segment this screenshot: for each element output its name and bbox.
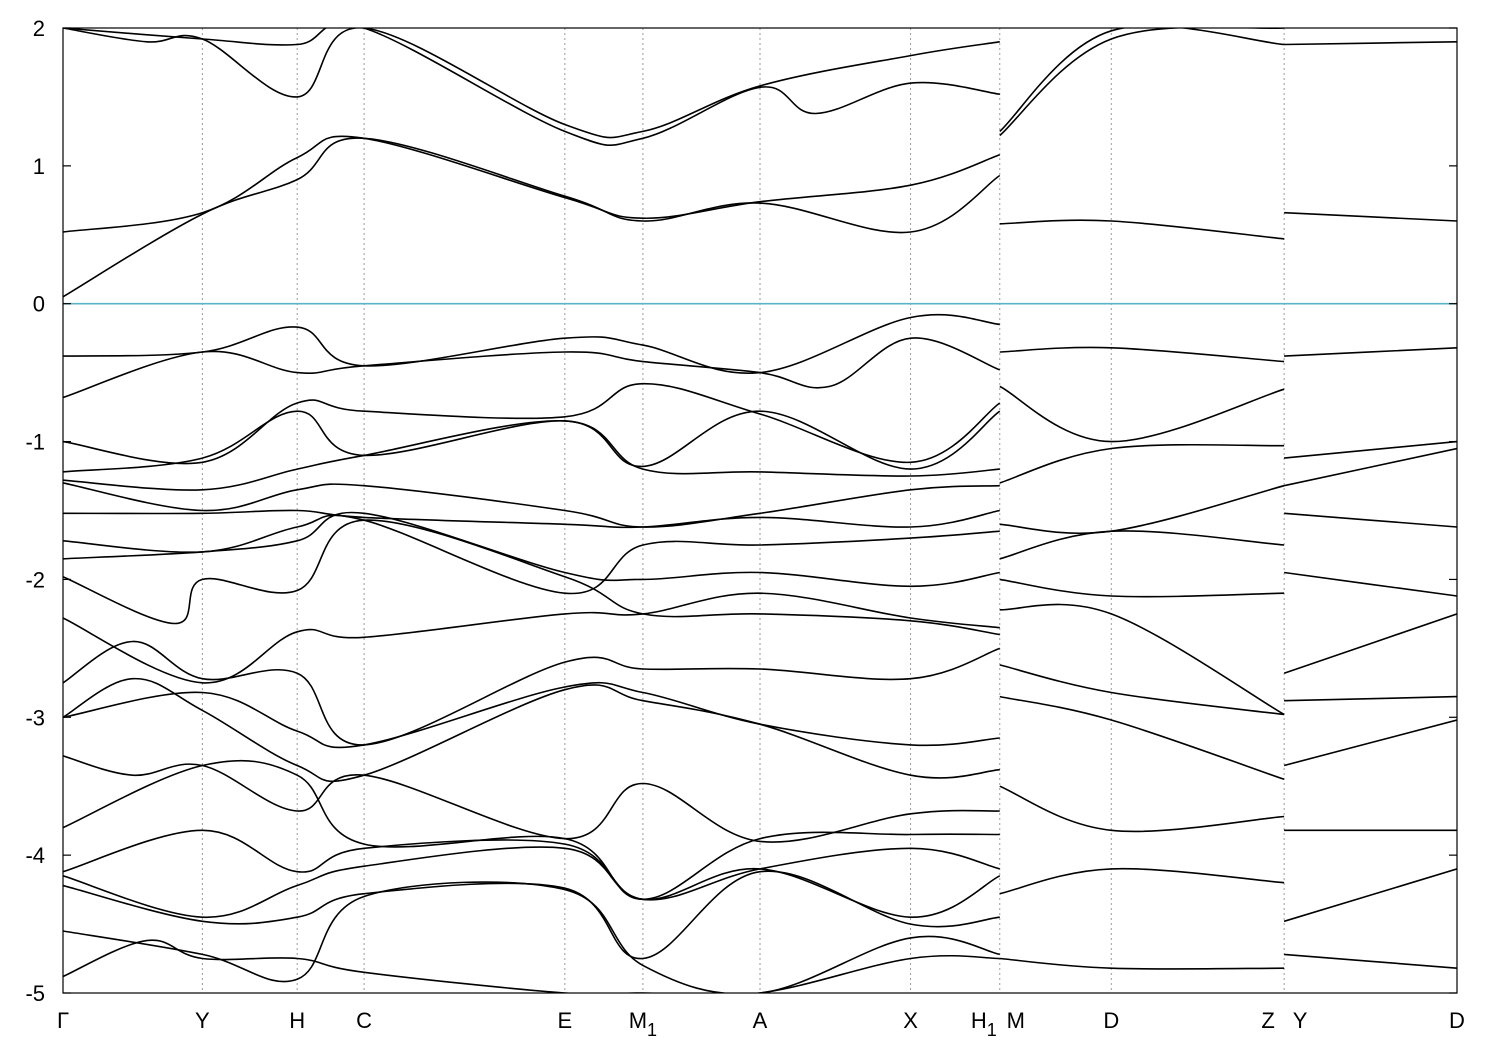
band-47 [1283, 571, 1457, 597]
band-lines [63, 28, 1457, 993]
band-10 [63, 482, 1000, 528]
band-43 [1284, 347, 1457, 357]
band-49 [1284, 695, 1457, 702]
y-tick-label: -2 [25, 567, 45, 592]
kpoint-label: Y [1293, 1008, 1308, 1033]
band-45 [1283, 447, 1457, 487]
band-33 [999, 530, 1285, 560]
band-19 [63, 755, 1000, 843]
y-tick-label: 2 [33, 16, 45, 41]
band-22 [63, 846, 1001, 919]
band-17 [63, 681, 1000, 749]
y-tick-label: 0 [33, 292, 45, 317]
band-37 [999, 695, 1285, 781]
band-52 [1283, 868, 1457, 923]
band-9 [63, 419, 1000, 491]
band-44 [1284, 440, 1457, 459]
band-38 [999, 785, 1285, 833]
band-50 [1283, 719, 1457, 767]
y-tick-label: -1 [25, 430, 45, 455]
band-34 [999, 578, 1285, 598]
kpoint-label: Γ [57, 1008, 69, 1033]
band-13 [63, 511, 1000, 588]
band-3 [63, 28, 1000, 139]
band-21 [63, 829, 1000, 901]
band-20 [63, 759, 1000, 901]
kpoint-label: C [356, 1008, 372, 1033]
kpoint-label: Y [195, 1008, 210, 1033]
kpoint-label: D [1103, 1008, 1119, 1033]
kpoint-label: Z [1261, 1008, 1274, 1033]
kpoint-label: A [753, 1008, 768, 1033]
kpoint-label: M [1007, 1008, 1025, 1033]
kpoint-label: M1 [629, 1008, 657, 1040]
band-25 [63, 939, 1000, 993]
band-24 [63, 881, 1000, 993]
band-14 [63, 519, 1000, 636]
kpoint-label: D [1449, 1008, 1465, 1033]
band-35 [999, 603, 1285, 716]
grid-lines [201, 28, 1285, 993]
band-30 [999, 385, 1285, 443]
band-42 [1284, 211, 1457, 222]
x-axis-ticks: Γ Y H C E M1 A X H1 M D Z Y D [57, 1008, 1465, 1040]
band-6 [63, 337, 1001, 399]
band-53 [1284, 953, 1457, 969]
kpoint-label: H1 [971, 1008, 997, 1040]
y-tick-label: -3 [25, 705, 45, 730]
band-40 [999, 957, 1285, 970]
band-2 [63, 135, 1001, 233]
y-axis-ticks: -5 -4 -3 -2 -1 0 1 2 [25, 16, 1457, 1006]
band-12 [63, 514, 1000, 595]
band-31 [999, 443, 1285, 484]
band-18 [63, 677, 1000, 783]
band-32 [999, 484, 1285, 535]
plot-frame [62, 27, 1458, 994]
band-1 [63, 137, 1001, 298]
kpoint-label: X [903, 1008, 918, 1033]
band-48 [1283, 613, 1457, 674]
band-16 [63, 640, 1001, 746]
band-5 [63, 313, 1000, 375]
band-46 [1284, 512, 1457, 528]
band-41 [1284, 41, 1457, 46]
band-11 [63, 509, 1000, 529]
band-27 [999, 28, 1285, 132]
band-39 [999, 867, 1285, 895]
band-4 [63, 28, 1000, 147]
band-36 [999, 664, 1285, 716]
band-23 [63, 870, 1000, 960]
kpoint-label: H [289, 1008, 305, 1033]
y-tick-label: -4 [25, 843, 45, 868]
band-28 [999, 219, 1285, 240]
kpoint-label: E [557, 1008, 572, 1033]
band-15 [63, 592, 1000, 684]
y-tick-label: 1 [33, 154, 45, 179]
y-tick-label: -5 [25, 981, 45, 1006]
band-26 [999, 28, 1285, 137]
band-29 [999, 346, 1285, 363]
